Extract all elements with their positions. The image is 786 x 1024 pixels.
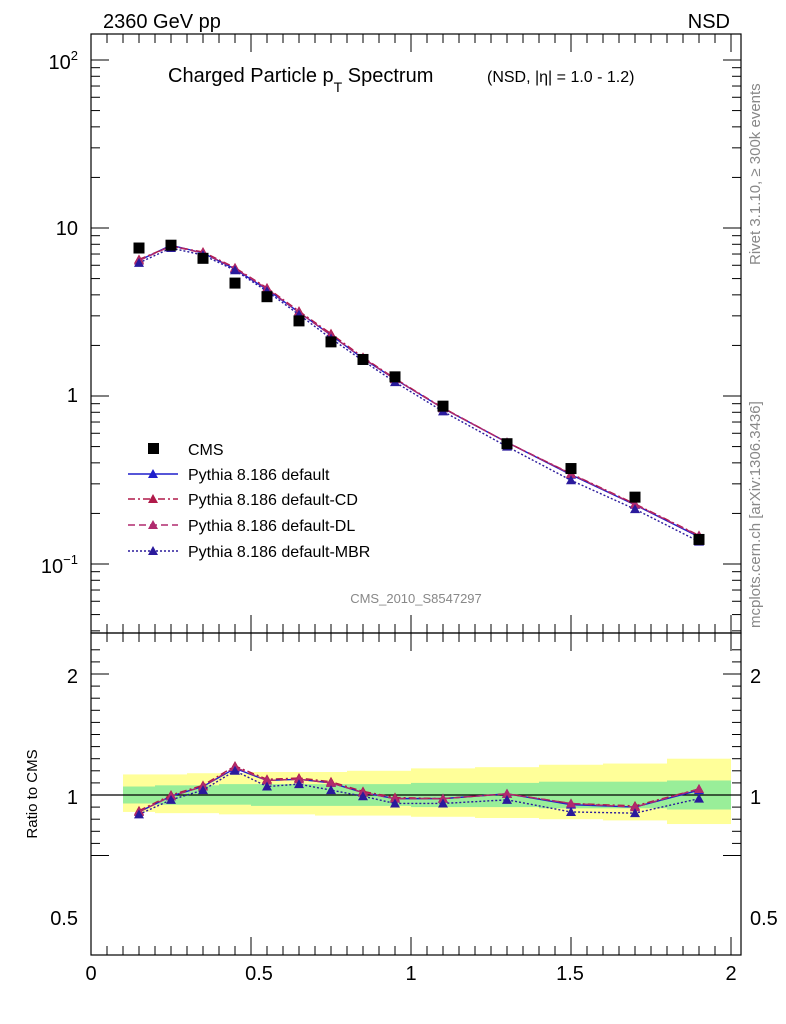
ratio-marker-3-12 — [630, 808, 640, 818]
ratio-marker-3-7 — [358, 791, 368, 801]
ratio-y-label-2: 2 — [67, 666, 78, 688]
ratio-marker-2-6 — [326, 777, 336, 787]
data-point-12 — [629, 491, 641, 503]
energy-label: 2360 GeV pp — [103, 11, 221, 33]
ratio-marker-3-13 — [694, 793, 704, 803]
ratio-marker-3-0 — [134, 809, 144, 819]
ratio-marker-3-8 — [390, 798, 400, 808]
series-marker-3-12 — [630, 499, 640, 509]
ratio-marker-3-5 — [294, 779, 304, 789]
legend-marker-2 — [148, 494, 158, 503]
analysis-watermark: CMS_2010_S8547297 — [350, 591, 482, 606]
x-tick-label-0.5: 0.5 — [245, 963, 273, 985]
process-label: NSD — [688, 11, 730, 33]
ratio-marker-2-9 — [438, 793, 448, 803]
x-tick-label-1: 1 — [405, 963, 416, 985]
legend-marker-4 — [148, 546, 158, 555]
series-marker-4-3 — [230, 265, 240, 275]
main-series-group — [133, 239, 705, 546]
data-point-1 — [165, 239, 177, 251]
data-point-6 — [325, 336, 337, 348]
legend-label-3: Pythia 8.186 default-DL — [188, 518, 355, 535]
y-tick-label-100: 102 — [49, 48, 78, 74]
legend-label-2: Pythia 8.186 default-CD — [188, 492, 358, 509]
ratio-series-group — [134, 760, 704, 819]
legend-marker-1 — [148, 469, 158, 478]
x-tick-label-0: 0 — [85, 963, 96, 985]
ratio-marker-2-4 — [262, 775, 272, 785]
main-title-note: (NSD, |η| = 1.0 - 1.2) — [487, 69, 634, 86]
data-point-3 — [229, 277, 241, 289]
legend: CMS Pythia 8.186 default Pythia 8.186 defa… — [128, 442, 370, 561]
y-tick-label-1: 1 — [67, 385, 78, 407]
inner-band-3 — [219, 784, 251, 805]
data-point-13 — [693, 533, 705, 545]
ratio-marker-2-12 — [630, 802, 640, 812]
ratio-marker-3-2 — [198, 785, 208, 795]
ratio-marker-3-1 — [166, 794, 176, 804]
data-point-0 — [133, 242, 145, 254]
data-point-5 — [293, 315, 305, 327]
series-marker-4-0 — [134, 257, 144, 267]
rivet-label: Rivet 3.1.10, ≥ 300k events — [747, 83, 764, 265]
ratio-marker-3-3 — [230, 765, 240, 775]
ratio-axis-ticks — [90, 633, 741, 955]
data-point-8 — [389, 371, 401, 383]
main-title-subscript: T — [334, 79, 343, 95]
main-axis-ticks — [90, 34, 741, 633]
data-point-2 — [197, 252, 209, 264]
legend-marker-0 — [148, 443, 159, 454]
ratio-plot-frame — [90, 632, 742, 956]
ratio-marker-2-8 — [390, 793, 400, 803]
x-tick-label-2: 2 — [725, 963, 736, 985]
data-point-4 — [261, 291, 273, 303]
data-point-10 — [501, 438, 513, 450]
ratio-marker-2-10 — [502, 788, 512, 798]
ratio-y-label-0.5-right: 0.5 — [750, 908, 778, 930]
ratio-y-label-1: 1 — [67, 787, 78, 809]
x-tick-label-1.5: 1.5 — [556, 963, 584, 985]
ratio-marker-3-6 — [326, 785, 336, 795]
ratio-marker-3-10 — [502, 794, 512, 804]
ratio-marker-2-13 — [694, 783, 704, 793]
ratio-axis-title: Ratio to CMS — [24, 749, 41, 838]
legend-label-1: Pythia 8.186 default — [188, 467, 330, 484]
ratio-marker-3-9 — [438, 798, 448, 808]
data-point-9 — [437, 400, 449, 412]
y-tick-label-10: 10 — [56, 218, 78, 240]
main-title-text: Charged Particle p — [168, 65, 334, 87]
ratio-y-label-1-right: 1 — [750, 787, 761, 809]
data-point-11 — [565, 463, 577, 475]
y-tick-label-0.1: 10−1 — [41, 552, 78, 578]
main-y-tick-labels: 102 10 1 10−1 — [41, 48, 78, 578]
ratio-marker-3-11 — [566, 806, 576, 816]
series-marker-4-11 — [566, 475, 576, 485]
ratio-line-2 — [138, 766, 700, 813]
legend-label-4: Pythia 8.186 default-MBR — [188, 544, 370, 561]
series-line-3 — [138, 245, 700, 537]
ratio-marker-2-5 — [294, 774, 304, 784]
ratio-marker-2-11 — [566, 798, 576, 808]
ratio-y-label-0.5: 0.5 — [50, 908, 78, 930]
legend-marker-3 — [148, 520, 158, 529]
legend-label-0: CMS — [188, 442, 224, 459]
ratio-y-label-2-right: 2 — [750, 666, 761, 688]
main-title: Charged Particle pT Spectrum — [168, 65, 433, 95]
data-point-7 — [357, 353, 369, 365]
ratio-marker-3-4 — [262, 781, 272, 791]
ratio-line-1 — [138, 765, 700, 812]
series-marker-4-12 — [630, 504, 640, 514]
source-label: mcplots.cern.ch [arXiv:1306.3436] — [747, 401, 764, 628]
main-title-suffix: Spectrum — [342, 65, 433, 87]
